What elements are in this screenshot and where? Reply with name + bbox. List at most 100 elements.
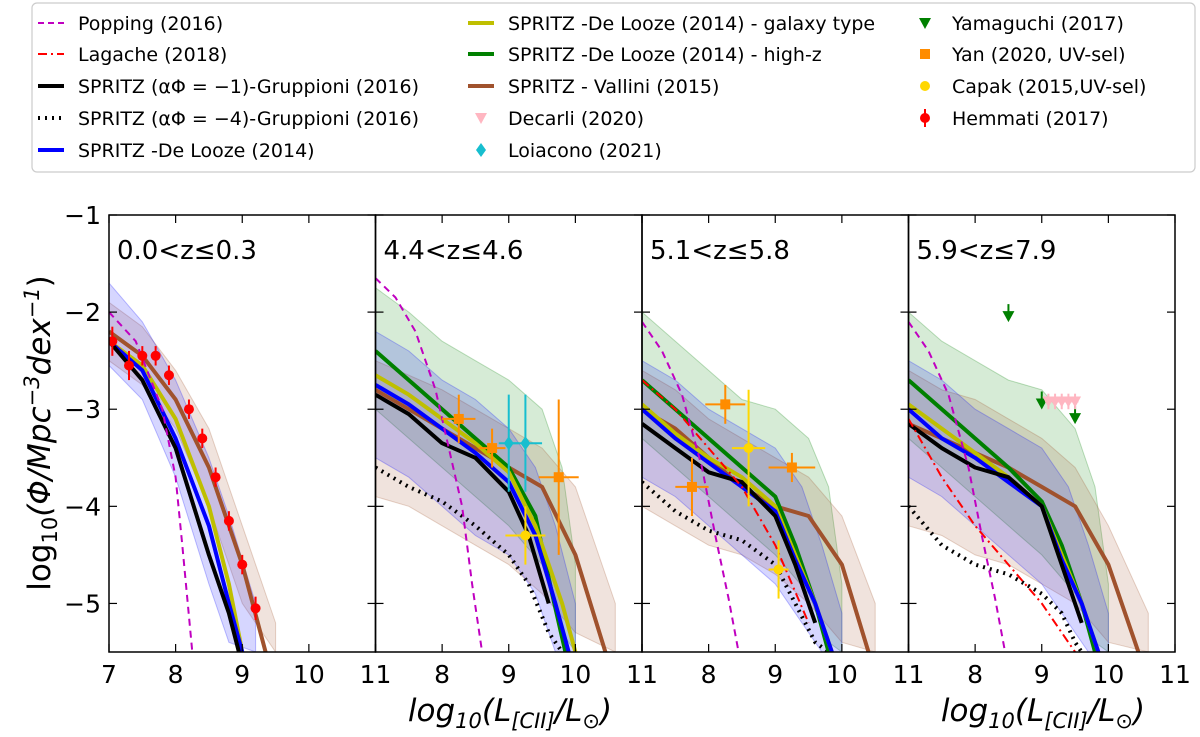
legend-label: SPRITZ (αΦ = −4)-Gruppioni (2016) <box>78 108 419 130</box>
x-tick-label: 11 <box>360 660 392 689</box>
data-point <box>163 370 174 381</box>
legend-entry-spritz-de-looze-2014-galaxy-type: SPRITZ -De Looze (2014) - galaxy type <box>468 13 875 35</box>
legend-marker <box>476 143 486 157</box>
data-point <box>720 399 731 410</box>
y-tick-label: −2 <box>64 298 101 327</box>
data-point <box>183 404 194 415</box>
x-label-part: /L <box>1085 693 1116 729</box>
legend-label: Hemmati (2017) <box>952 108 1109 130</box>
y-label-part: 10 <box>38 517 62 544</box>
x-label-part: 10 <box>988 709 1015 733</box>
legend-label: SPRITZ -De Looze (2014) - high-z <box>508 44 822 66</box>
x-tick-label: 9 <box>1034 660 1050 689</box>
y-tick-label: −5 <box>64 589 101 618</box>
data-point <box>123 360 134 371</box>
x-tick-label: 8 <box>168 660 184 689</box>
x-tick-label: 11 <box>1159 660 1191 689</box>
legend-marker <box>919 18 931 29</box>
y-label-part: −3 <box>20 375 44 406</box>
x-label-part: ⊙ <box>582 709 600 733</box>
legend-entry-yan-2020-uv-sel: Yan (2020, UV-sel) <box>920 44 1126 66</box>
data-point <box>197 433 208 444</box>
legend-label: Yamaguchi (2017) <box>951 13 1124 35</box>
panel-redshift-label: 5.1<z≤5.8 <box>650 236 790 266</box>
legend-label: Loiacono (2021) <box>508 140 662 162</box>
y-tick-label: −1 <box>64 201 101 230</box>
data-point <box>150 350 161 361</box>
legend-label: SPRITZ -De Looze (2014) <box>78 140 315 162</box>
legend-entry-popping-2016: Popping (2016) <box>38 13 223 35</box>
y-label-part: ) <box>22 275 58 287</box>
x-axis-title-right: log10(L[CII]/L⊙) <box>941 693 1145 733</box>
legend-label: Yan (2020, UV-sel) <box>951 44 1126 66</box>
legend-entry-decarli-2020: Decarli (2020) <box>475 108 644 130</box>
data-point <box>520 530 531 541</box>
data-point <box>109 336 118 347</box>
data-point <box>553 472 564 483</box>
data-point <box>786 462 797 473</box>
series-line-spritz-4-gruppioni-2016 <box>908 504 1084 652</box>
x-label-part: (L <box>1015 693 1044 729</box>
y-tick-label: −4 <box>64 492 101 521</box>
series-line-spritz-de-looze-2014 <box>109 339 245 652</box>
legend-marker <box>920 113 930 123</box>
x-label-part: ⊙ <box>1115 709 1133 733</box>
series-line-spritz-1-gruppioni-2016 <box>109 339 241 652</box>
series-points-yamaguchi-2017 <box>1002 304 1082 425</box>
data-point <box>137 350 148 361</box>
series-points-yan-2020-uv-sel <box>442 394 579 555</box>
x-tick-label: 7 <box>101 660 117 689</box>
legend-marker <box>920 81 930 91</box>
legend-marker <box>920 49 930 59</box>
data-point <box>223 515 234 526</box>
series-line-popping-2016 <box>908 321 1007 652</box>
legend-entry-lagache-2018: Lagache (2018) <box>38 44 227 66</box>
series-points-capak-2015-uv-sel <box>505 506 546 565</box>
series-points-hemmati-2017 <box>109 326 261 620</box>
panel-plot-area <box>642 311 876 652</box>
y-tick-label: −3 <box>64 395 101 424</box>
series-line-spritz-4-gruppioni-2016 <box>375 465 564 652</box>
legend-entry-spritz-de-looze-2014: SPRITZ -De Looze (2014) <box>38 140 315 162</box>
x-tick-label: 9 <box>501 660 517 689</box>
legend-entry-spritz-de-looze-2014-high-z: SPRITZ -De Looze (2014) - high-z <box>468 44 822 66</box>
data-point <box>686 481 697 492</box>
series-line-lagache-2018 <box>908 418 1076 652</box>
legend-entry-capak-2015-uv-sel: Capak (2015,UV-sel) <box>920 76 1146 98</box>
x-label-part: [CII] <box>1044 709 1087 733</box>
panel-plot-area <box>908 304 1149 652</box>
x-tick-label: 11 <box>893 660 925 689</box>
x-label-part: [CII] <box>511 709 554 733</box>
panel-4: 8 9 10 11 5.9<z≤7.9 <box>907 214 1191 689</box>
legend-label: SPRITZ -De Looze (2014) - galaxy type <box>508 13 875 35</box>
x-tick-label: 10 <box>293 660 325 689</box>
x-label-part: ) <box>598 693 612 729</box>
x-tick-label: 8 <box>434 660 450 689</box>
x-tick-label: 10 <box>1092 660 1124 689</box>
y-axis-title: log10(Φ/Mpc−3dex−1) <box>20 275 62 591</box>
panel-1: 7 8 9 10 11 0.0<z≤0.3 <box>101 214 392 689</box>
x-tick-label: 10 <box>559 660 591 689</box>
x-tick-label: 9 <box>234 660 250 689</box>
panels: 7 8 9 10 11 0.0<z≤0.3 8 9 10 11 4.4<z≤4.6 8 9 10 11 5.1… <box>101 214 1191 689</box>
x-tick-label: 8 <box>967 660 983 689</box>
series-points-loiacono-2021 <box>498 394 543 492</box>
legend-entry-yamaguchi-2017: Yamaguchi (2017) <box>919 13 1124 35</box>
panel-plot-area <box>109 282 277 652</box>
series-line-spritz-1-gruppioni-2016 <box>908 422 1084 624</box>
data-point <box>1069 396 1082 408</box>
panel-plot-area <box>375 277 616 652</box>
x-tick-label: 10 <box>826 660 858 689</box>
x-tick-label: 9 <box>767 660 783 689</box>
series-line-spritz-1-gruppioni-2016 <box>642 422 818 624</box>
x-label-part: (L <box>482 693 511 729</box>
legend: Popping (2016) Lagache (2018) SPRITZ (αΦ =… <box>31 2 1196 173</box>
series-line-popping-2016 <box>109 311 194 652</box>
legend-label: Capak (2015,UV-sel) <box>952 76 1146 98</box>
series-points-yan-2020-uv-sel <box>675 384 816 517</box>
legend-entry-hemmati-2017: Hemmati (2017) <box>920 108 1109 130</box>
data-point <box>210 472 221 483</box>
